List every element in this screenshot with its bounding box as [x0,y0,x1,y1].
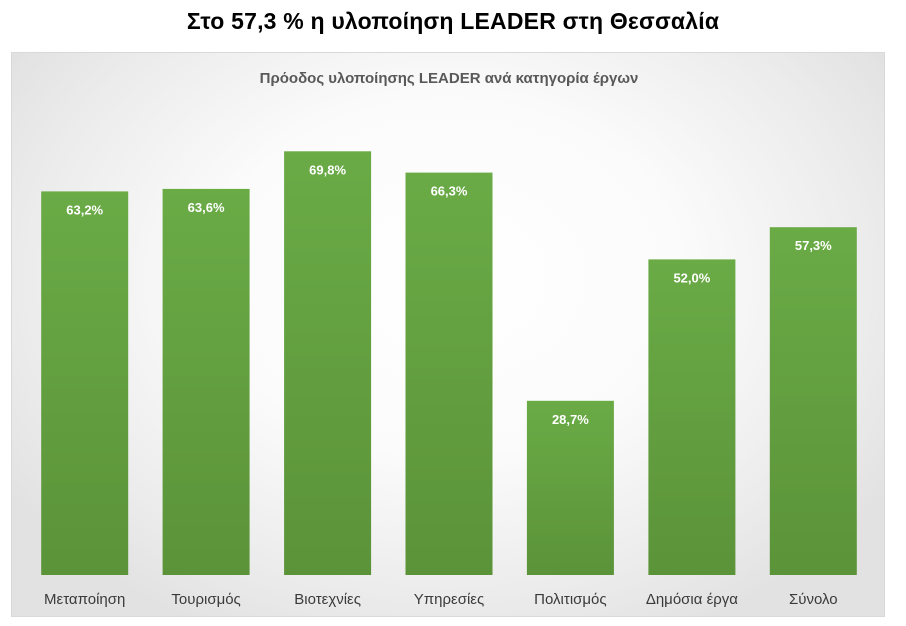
category-label-5: Πολιτισμός [534,591,606,608]
category-labels-layer: Μεταποίηση Τουρισμός Βιοτεχνίες Υπηρεσίες Πο… [44,591,838,608]
chart-area: Πρόοδος υλοποίησης LEADER ανά κατηγορία … [11,52,885,617]
data-label-3: 69,8% [309,162,346,177]
category-label-6: Δημόσια έργα [646,591,738,608]
bar-4 [405,172,493,575]
data-label-2: 63,6% [188,200,225,215]
data-label-1: 63,2% [66,202,103,217]
category-label-1: Μεταποίηση [44,591,125,608]
data-labels-layer: 63,2% 63,6% 69,8% 66,3% 28,7% 52,0% 57,3% [66,162,832,427]
bar-5 [526,400,614,575]
data-label-4: 66,3% [431,184,468,199]
bar-2 [162,188,250,575]
bars-layer [41,151,857,576]
data-label-5: 28,7% [552,412,589,427]
bar-1 [41,191,129,575]
data-label-7: 57,3% [795,238,832,253]
chart-title: Πρόοδος υλοποίησης LEADER ανά κατηγορία … [260,70,639,87]
category-label-3: Βιοτεχνίες [294,591,361,608]
bar-6 [648,259,736,575]
category-label-2: Τουρισμός [171,591,240,608]
bar-3 [284,151,372,576]
category-label-7: Σύνολο [789,591,838,608]
bar-chart: Πρόοδος υλοποίησης LEADER ανά κατηγορία … [41,70,857,608]
page-title: Στο 57,3 % η υλοποίηση LEADER στη Θεσσαλ… [186,8,720,34]
bar-7 [769,227,857,575]
category-label-4: Υπηρεσίες [414,591,484,608]
data-label-6: 52,0% [673,270,710,285]
